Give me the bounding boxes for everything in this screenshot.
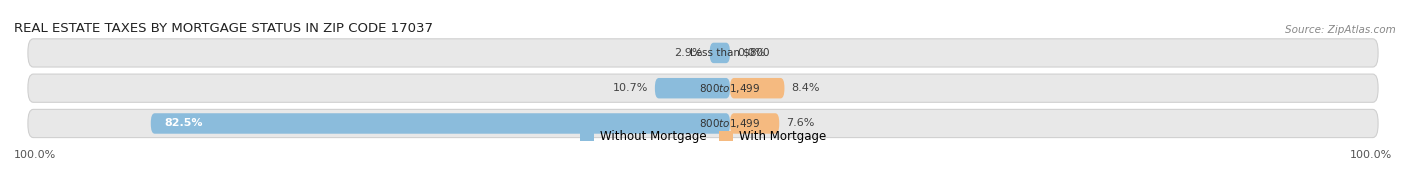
FancyBboxPatch shape: [28, 74, 1378, 102]
FancyBboxPatch shape: [28, 109, 1378, 138]
Text: Source: ZipAtlas.com: Source: ZipAtlas.com: [1285, 25, 1396, 35]
FancyBboxPatch shape: [150, 113, 730, 134]
Text: $800 to $1,499: $800 to $1,499: [699, 117, 761, 130]
Text: 100.0%: 100.0%: [1350, 150, 1392, 160]
Legend: Without Mortgage, With Mortgage: Without Mortgage, With Mortgage: [575, 125, 831, 148]
Text: REAL ESTATE TAXES BY MORTGAGE STATUS IN ZIP CODE 17037: REAL ESTATE TAXES BY MORTGAGE STATUS IN …: [14, 22, 433, 35]
Text: 8.4%: 8.4%: [792, 83, 820, 93]
Text: 2.9%: 2.9%: [675, 48, 703, 58]
FancyBboxPatch shape: [710, 43, 730, 63]
Text: 7.6%: 7.6%: [786, 118, 814, 129]
Text: Less than $800: Less than $800: [690, 48, 769, 58]
FancyBboxPatch shape: [28, 39, 1378, 67]
Text: 10.7%: 10.7%: [613, 83, 648, 93]
FancyBboxPatch shape: [730, 78, 785, 98]
FancyBboxPatch shape: [730, 113, 779, 134]
Text: $800 to $1,499: $800 to $1,499: [699, 82, 761, 95]
Text: 100.0%: 100.0%: [14, 150, 56, 160]
Text: 0.0%: 0.0%: [737, 48, 765, 58]
Text: 82.5%: 82.5%: [165, 118, 204, 129]
FancyBboxPatch shape: [655, 78, 730, 98]
